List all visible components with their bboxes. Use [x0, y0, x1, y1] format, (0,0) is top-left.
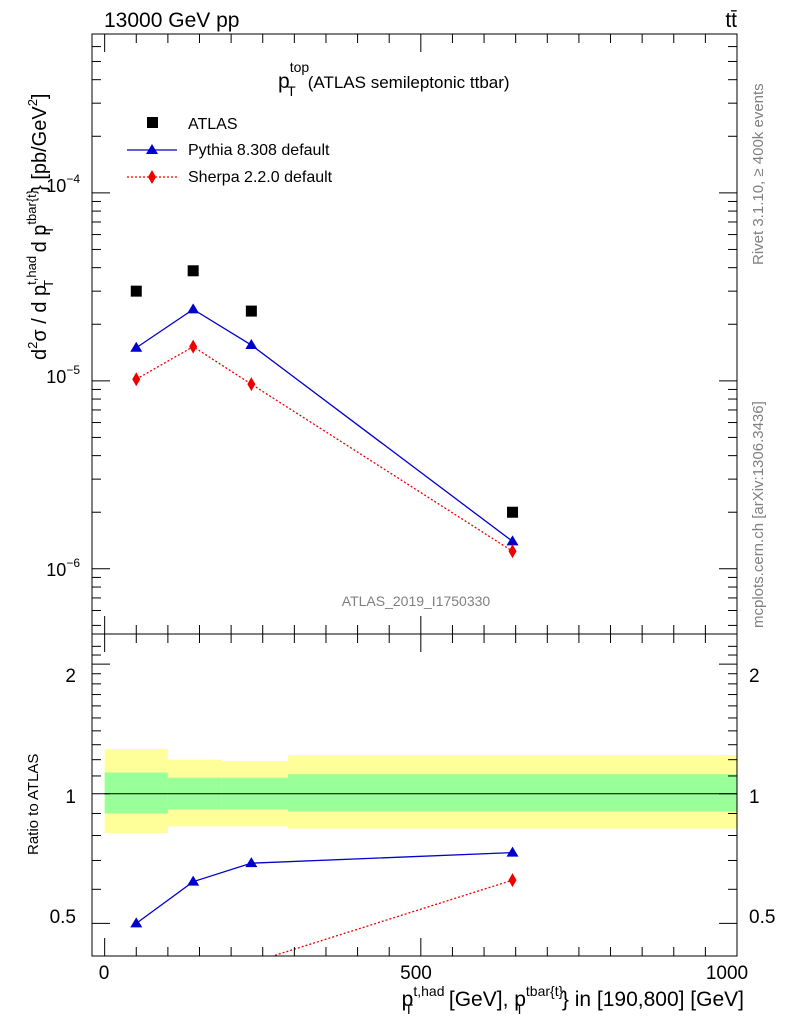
- main-point-sherpa: [189, 339, 198, 354]
- main-y-axis-label: d2σ / d pt,had T d ptbar{t}T} [pb/GeV2]: [24, 94, 56, 361]
- x-axis-label: pt,had T [GeV], ptbar{t} T} in [190,800] […: [402, 983, 744, 1017]
- main-point-atlas: [130, 285, 142, 297]
- main-series-layer: [130, 265, 519, 559]
- ratio-point-sherpa: [189, 978, 197, 992]
- ratio-series-layer: [130, 846, 519, 1014]
- main-y-tick-label: 10−5: [46, 363, 80, 387]
- ratio-point-sherpa: [508, 873, 517, 888]
- ratio-point-pythia: [130, 917, 143, 928]
- main-point-atlas: [245, 305, 257, 317]
- ratio-y-tick-label-right: 0.5: [749, 907, 775, 928]
- ratio-y-tick-label: 0.5: [50, 907, 76, 928]
- ratio-band-inner: [104, 772, 168, 814]
- legend-label-atlas: ATLAS: [188, 116, 238, 133]
- main-point-sherpa: [247, 377, 256, 392]
- main-y-tick-label: 10−4: [46, 172, 80, 196]
- main-point-pythia: [245, 339, 258, 350]
- axis-ticks: [92, 33, 738, 956]
- main-point-atlas: [187, 265, 199, 277]
- mcplots-label: mcplots.cern.ch [arXiv:1306.3436]: [750, 401, 767, 628]
- ratio-y-tick-label-right: 1: [749, 787, 760, 808]
- x-tick-label: 0: [99, 963, 110, 984]
- main-y-tick-label: 10−6: [46, 556, 80, 580]
- ratio-y-tick-label: 1: [65, 787, 76, 808]
- ratio-point-pythia: [187, 875, 200, 886]
- main-line-pythia: [135, 308, 513, 542]
- ratio-y-tick-label-right: 2: [749, 666, 760, 687]
- ratio-y-axis-label: Ratio to ATLAS: [25, 754, 42, 855]
- ratio-line-pythia: [135, 851, 513, 924]
- legend-label-sherpa: Sherpa 2.2.0 default: [188, 169, 333, 186]
- main-point-pythia: [130, 341, 143, 352]
- legend-marker-sherpa: [148, 170, 156, 184]
- process-label: tt̄: [725, 9, 737, 32]
- main-point-sherpa: [132, 372, 141, 387]
- ratio-point-pythia: [245, 857, 258, 868]
- legend-marker-atlas: [147, 117, 158, 128]
- ratio-line-sherpa: [270, 879, 513, 956]
- ratio-panel-frame: [91, 633, 738, 957]
- legend: ATLAS Pythia 8.308 default Sherpa 2.2.0 …: [127, 116, 333, 186]
- ratio-point-sherpa: [251, 955, 252, 956]
- ratio-point-pythia: [506, 846, 519, 857]
- legend-label-pythia: Pythia 8.308 default: [188, 142, 330, 159]
- main-point-sherpa: [508, 544, 517, 559]
- analysis-id: ATLAS_2019_I1750330: [342, 593, 491, 609]
- ratio-y-tick-label: 2: [65, 666, 76, 687]
- main-line-sherpa: [135, 345, 513, 552]
- main-point-pythia: [187, 303, 200, 314]
- ratio-band-inner: [288, 774, 737, 812]
- x-tick-label: 500: [400, 963, 432, 984]
- legend-marker-pythia: [146, 144, 158, 154]
- energy-label: 13000 GeV pp: [104, 9, 239, 32]
- x-tick-label: 1000: [706, 963, 748, 984]
- main-point-pythia: [506, 535, 519, 546]
- main-point-atlas: [507, 506, 519, 518]
- ratio-uncertainty-bands: [104, 749, 737, 834]
- rivet-label: Rivet 3.1.10, ≥ 400k events: [750, 83, 767, 265]
- ratio-point-sherpa: [132, 1000, 140, 1014]
- plot-title: ptop T (ATLAS semileptonic ttbar): [278, 59, 510, 99]
